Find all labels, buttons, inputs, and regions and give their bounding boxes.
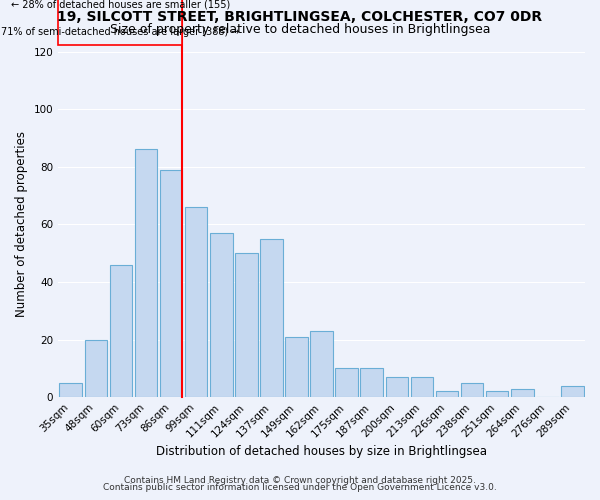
Text: ← 28% of detached houses are smaller (155): ← 28% of detached houses are smaller (15… xyxy=(11,0,230,10)
Bar xyxy=(386,377,408,397)
Bar xyxy=(285,336,308,397)
Text: Size of property relative to detached houses in Brightlingsea: Size of property relative to detached ho… xyxy=(110,22,490,36)
Bar xyxy=(160,170,182,397)
Text: Contains HM Land Registry data © Crown copyright and database right 2025.: Contains HM Land Registry data © Crown c… xyxy=(124,476,476,485)
Bar xyxy=(85,340,107,397)
FancyBboxPatch shape xyxy=(58,0,182,44)
Bar xyxy=(461,383,484,397)
Bar xyxy=(436,392,458,397)
Bar xyxy=(260,239,283,397)
Bar xyxy=(410,377,433,397)
Bar xyxy=(235,253,257,397)
Text: 19, SILCOTT STREET, BRIGHTLINGSEA, COLCHESTER, CO7 0DR: 19, SILCOTT STREET, BRIGHTLINGSEA, COLCH… xyxy=(58,10,542,24)
Bar xyxy=(361,368,383,397)
Y-axis label: Number of detached properties: Number of detached properties xyxy=(15,132,28,318)
Bar xyxy=(134,150,157,397)
Bar xyxy=(310,331,333,397)
Text: 71% of semi-detached houses are larger (388) →: 71% of semi-detached houses are larger (… xyxy=(1,28,239,38)
Bar xyxy=(511,388,533,397)
Bar xyxy=(185,207,208,397)
Text: Contains public sector information licensed under the Open Government Licence v3: Contains public sector information licen… xyxy=(103,484,497,492)
Bar xyxy=(110,264,132,397)
Bar xyxy=(210,233,233,397)
X-axis label: Distribution of detached houses by size in Brightlingsea: Distribution of detached houses by size … xyxy=(156,444,487,458)
Bar xyxy=(486,392,508,397)
Bar xyxy=(335,368,358,397)
Bar xyxy=(561,386,584,397)
Bar xyxy=(59,383,82,397)
